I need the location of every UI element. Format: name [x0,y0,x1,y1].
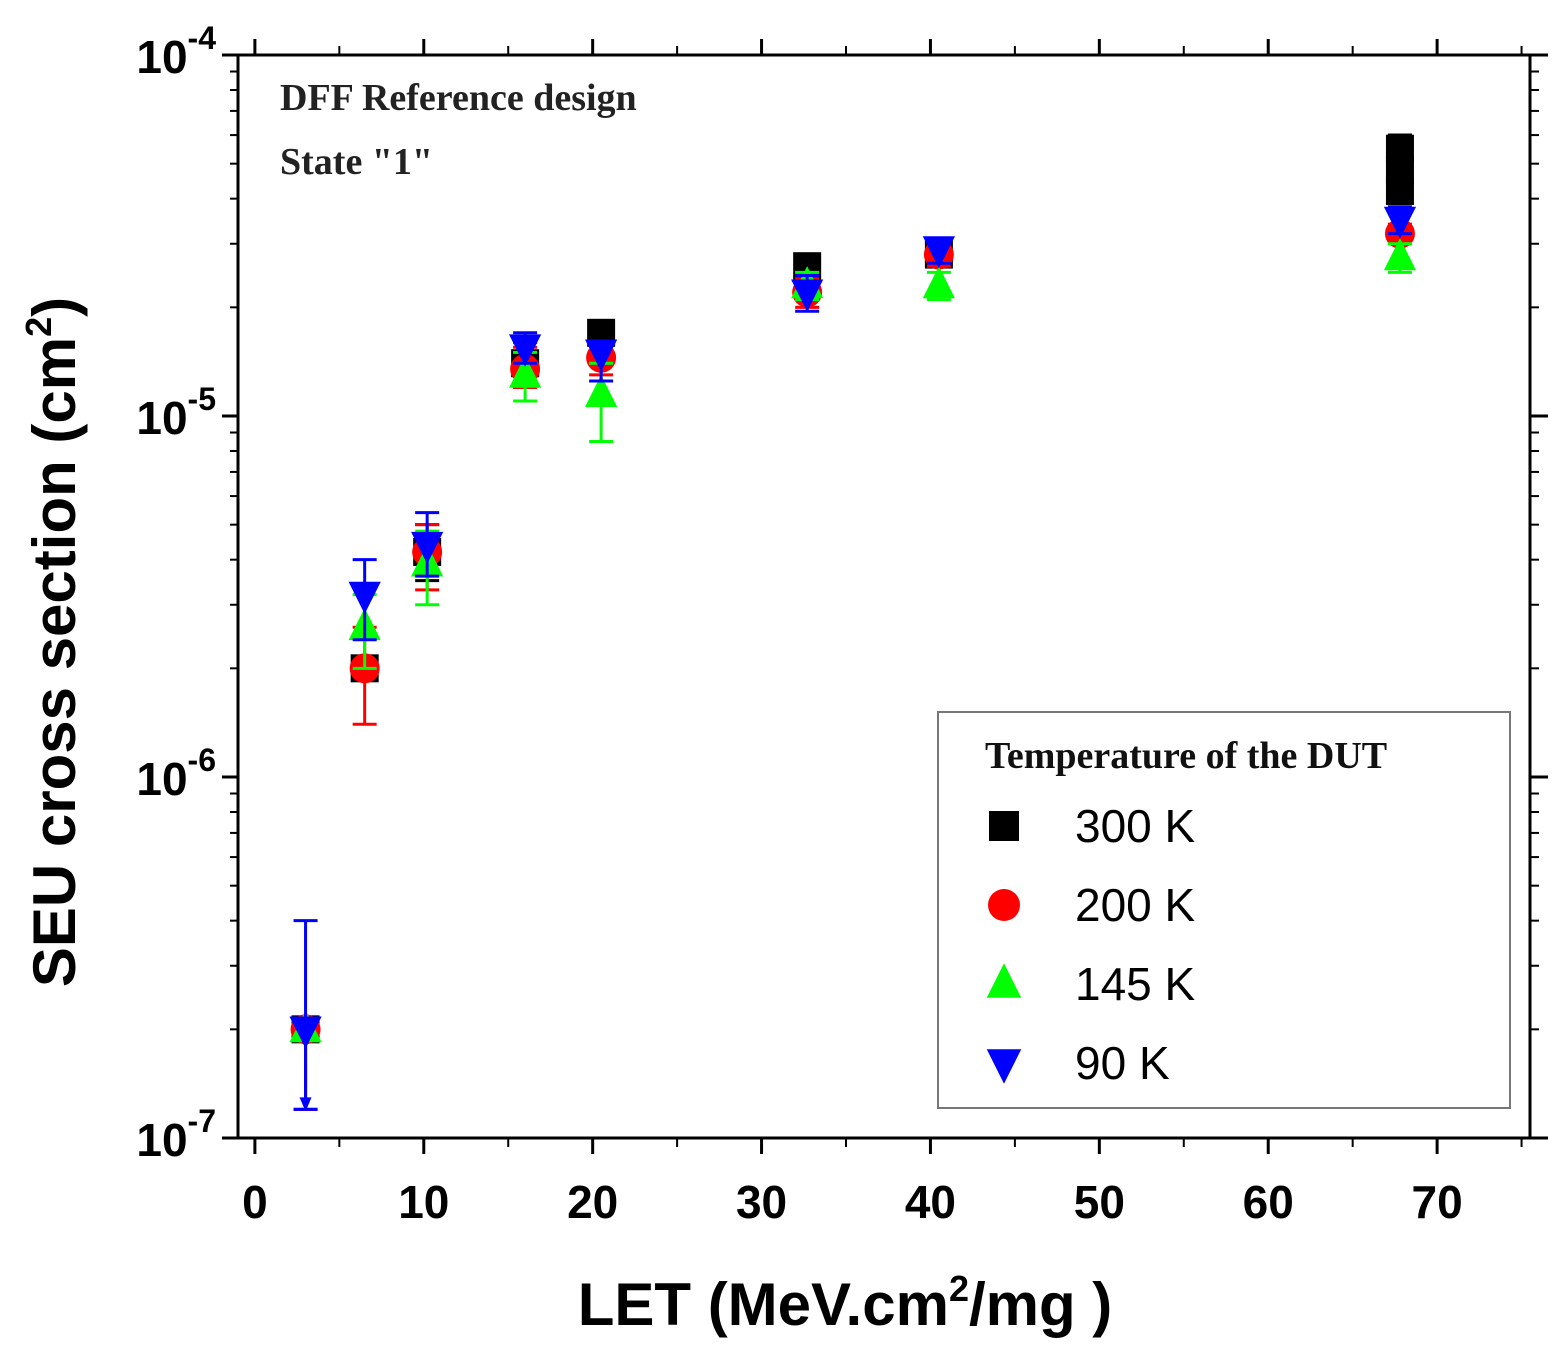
data-point [509,334,542,367]
data-point [411,531,444,565]
data-point [348,581,381,614]
annotations: DFF Reference design State "1" [280,77,637,183]
data-point [922,266,955,299]
tick-layer: 0 10 20 30 40 50 60 70 10-7 10-6 10-5 10-4 [136,20,1548,1228]
annotation-state: State "1" [280,141,433,183]
data-point [289,1016,322,1049]
legend-entry: 200 K [988,879,1196,931]
x-tick-label: 70 [1412,1176,1463,1228]
data-point [1385,177,1414,206]
legend-box [937,711,1511,1109]
y-tick-label: 10-5 [136,381,216,444]
legend: Temperature of the DUT 300 K 200 K 145 K 90… [937,711,1511,1109]
legend-marker [986,963,1022,998]
legend-label: 300 K [1075,800,1196,852]
legend-marker [989,811,1019,841]
legend-marker [988,889,1020,921]
legend-label: 90 K [1075,1037,1170,1089]
x-tick-label: 30 [736,1176,787,1228]
x-tick-label: 40 [905,1176,956,1228]
x-tick-label: 0 [242,1176,268,1228]
data-point [509,355,542,388]
x-tick-label: 50 [1074,1176,1125,1228]
annotation-design: DFF Reference design [280,77,637,119]
series-90-k [289,205,1417,1111]
legend-title: Temperature of the DUT [985,735,1387,777]
legend-label: 200 K [1075,879,1196,931]
x-tick-label: 10 [398,1176,449,1228]
x-tick-label: 60 [1243,1176,1294,1228]
x-tick-label: 20 [567,1176,618,1228]
legend-label: 145 K [1075,958,1196,1010]
data-point [585,374,618,407]
upper-limit-arrow [299,1097,312,1112]
y-axis-title: SEU cross section (cm2) [18,297,88,987]
plot-frame [236,53,1532,1140]
data-point [922,236,955,269]
x-axis-title: LET (MeV.cm2/mg ) [578,1268,1113,1338]
data-point [1383,206,1417,239]
legend-entry: 300 K [989,800,1196,852]
y-tick-label: 10-6 [136,742,216,805]
legend-entries: 300 K 200 K 145 K 90 K [986,800,1196,1089]
legend-entry: 90 K [986,1037,1170,1089]
data-point [791,279,824,312]
data-point [1383,238,1417,271]
y-tick-label: 10-7 [136,1103,216,1166]
legend-entry: 145 K [986,958,1196,1010]
series-layer [289,133,1417,1112]
y-tick-label: 10-4 [136,20,216,83]
legend-marker [986,1049,1022,1084]
data-point [585,339,618,372]
